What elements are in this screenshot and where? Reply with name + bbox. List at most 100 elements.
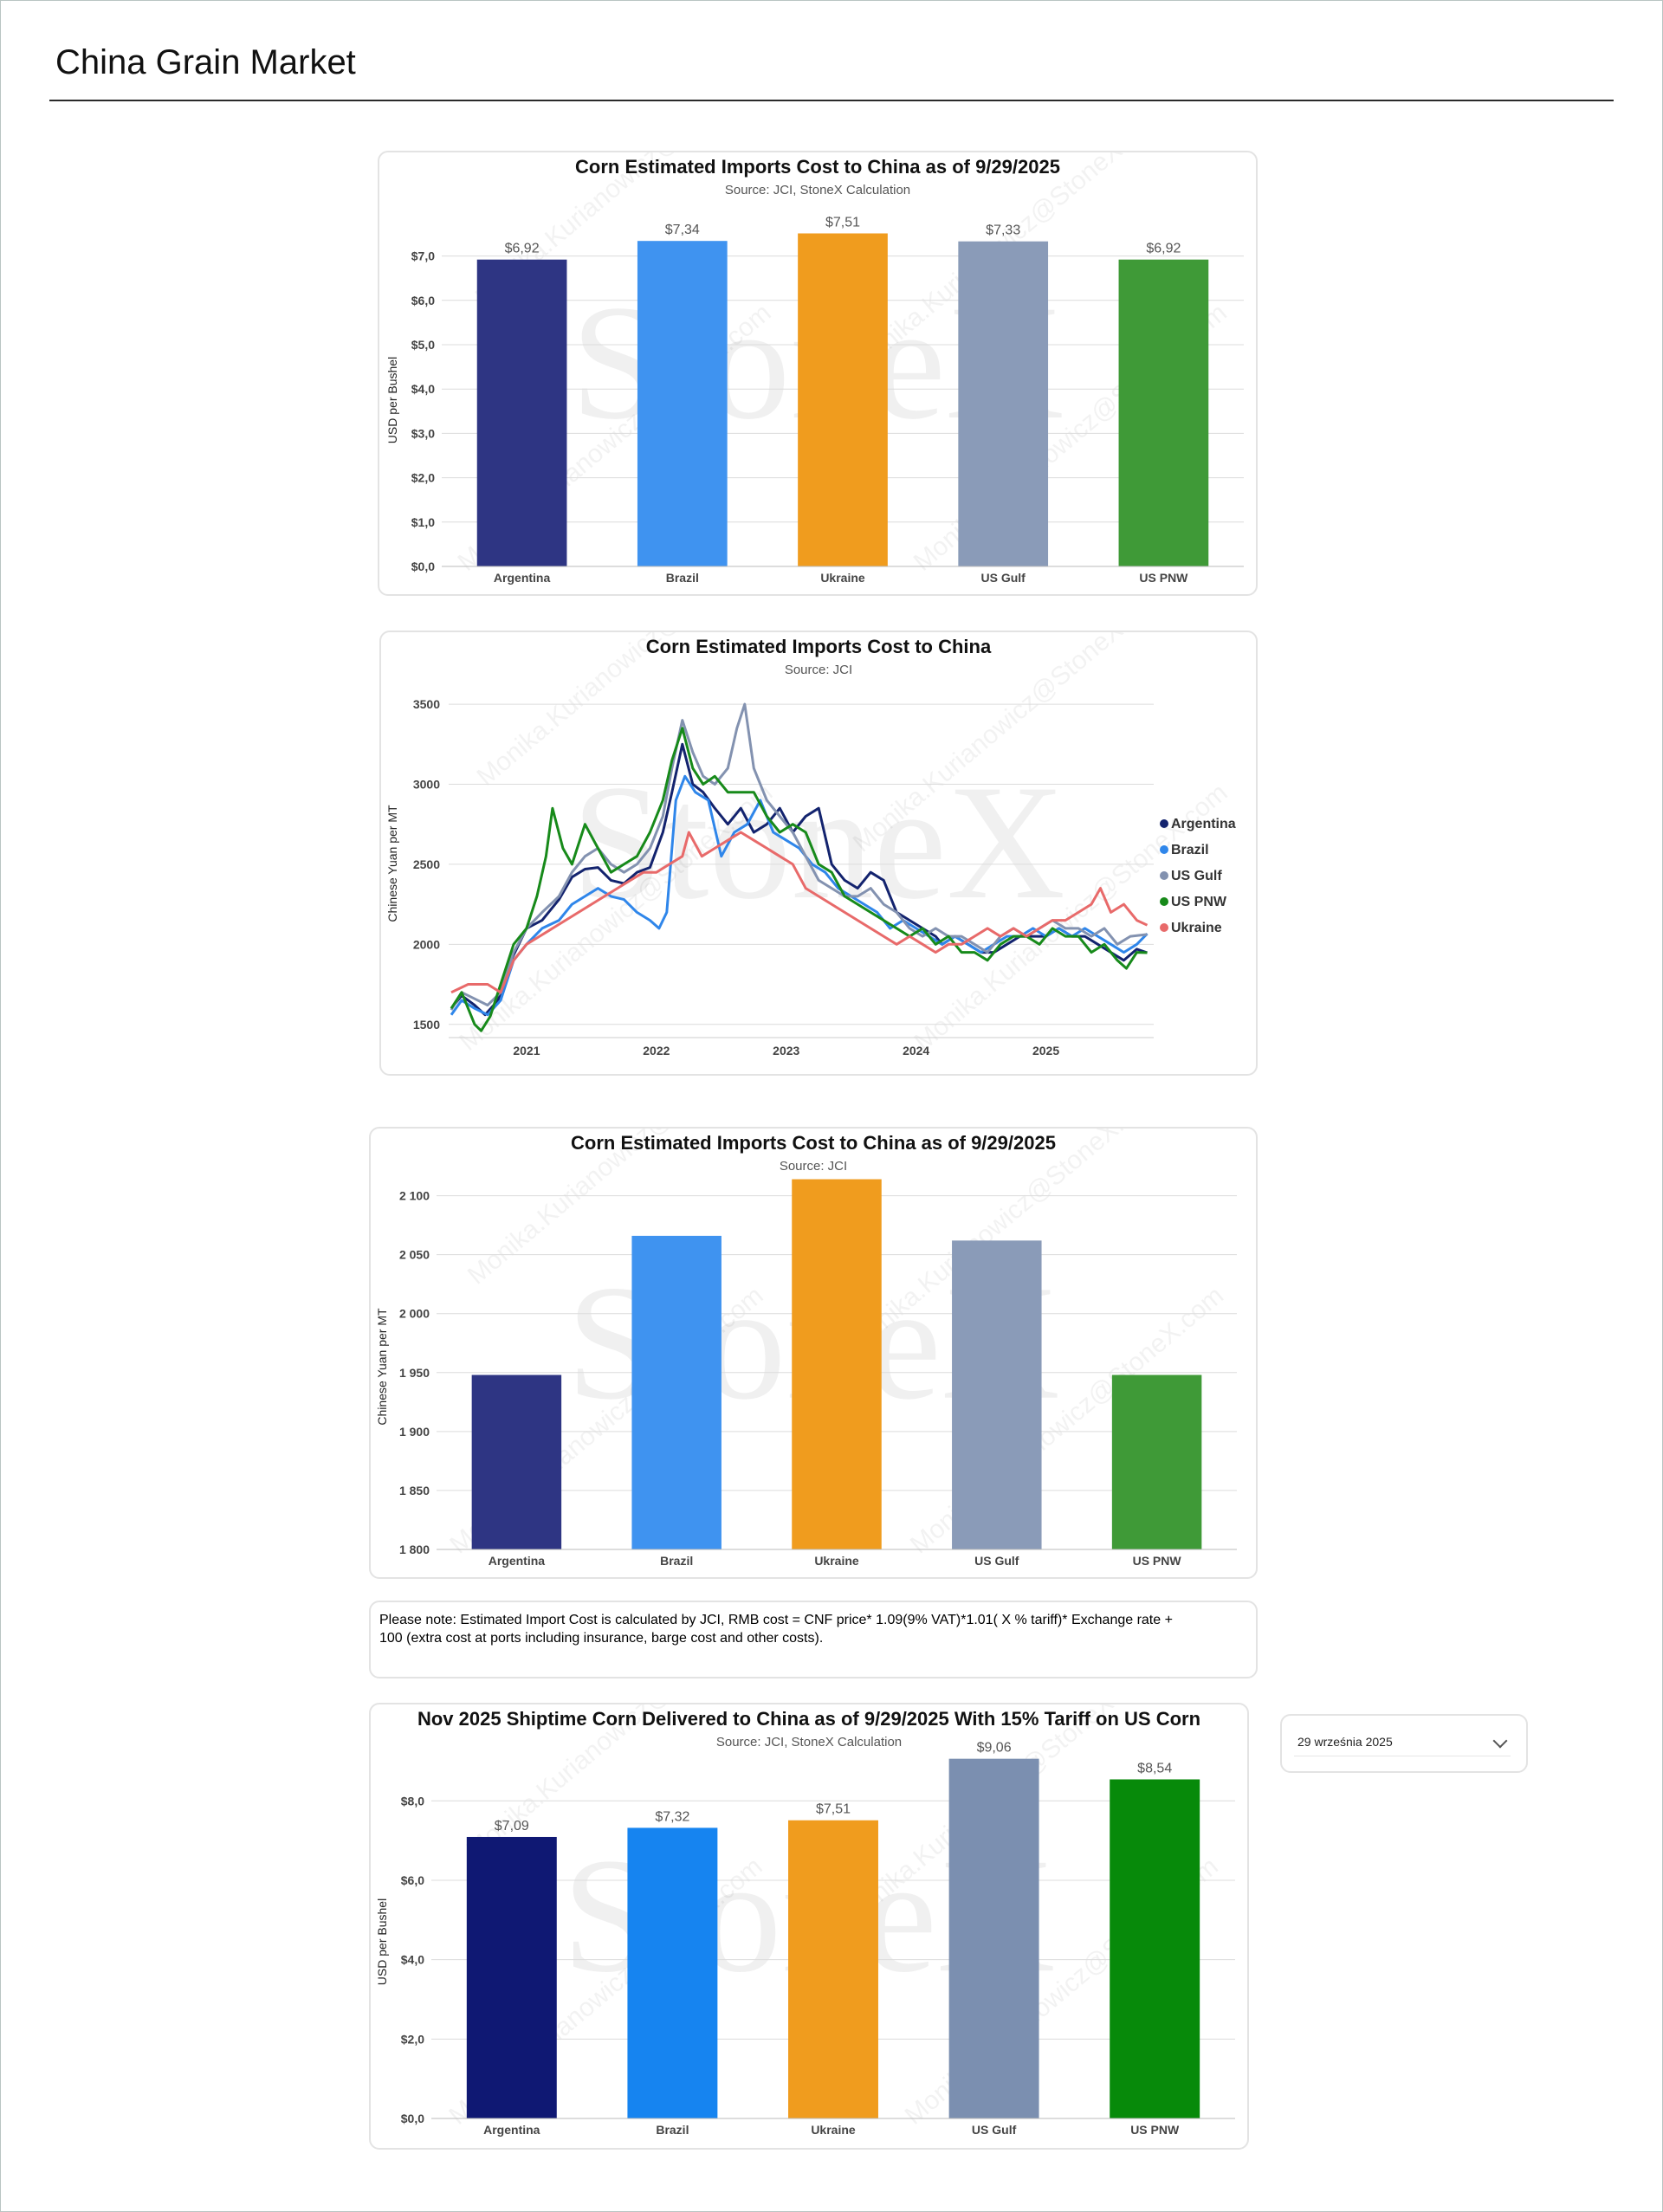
y-tick-label: $6,0 <box>401 1873 424 1887</box>
y-tick-label: 1500 <box>413 1018 440 1032</box>
x-tick-label: Argentina <box>494 571 551 585</box>
data-label: $7,09 <box>495 1819 529 1834</box>
y-tick-label: 2 100 <box>399 1189 430 1203</box>
y-tick-label: $2,0 <box>411 471 435 485</box>
chart-card-yuan-bar: StoneXMonika.Kurianowicz@StoneX.comMonik… <box>369 1127 1258 1579</box>
date-select[interactable]: 29 września 2025 <box>1294 1730 1511 1756</box>
x-tick-label: Brazil <box>660 1554 693 1568</box>
bar-ukraine <box>798 233 888 566</box>
y-tick-label: $0,0 <box>411 559 435 573</box>
x-tick-label: Argentina <box>483 2123 540 2137</box>
data-label: $6,92 <box>505 242 540 256</box>
y-axis-label: Chinese Yuan per MT <box>375 1308 389 1426</box>
chart-title: Corn Estimated Imports Cost to China as … <box>571 1132 1056 1154</box>
x-tick-label: 2023 <box>773 1044 799 1057</box>
bar-us-gulf <box>948 1758 1039 2118</box>
legend-label: US PNW <box>1171 895 1227 909</box>
chart-card-yuan-line: StoneX Monika.Kurianowicz@StoneX.com Monik… <box>379 631 1258 1076</box>
bar-brazil <box>631 1235 721 1549</box>
legend-label: Ukraine <box>1171 921 1222 935</box>
bar-argentina <box>476 259 567 566</box>
y-tick-label: 1 950 <box>399 1366 430 1380</box>
chart-card-tariff-bar: StoneXMonika.Kurianowicz@StoneX.comMonik… <box>369 1703 1249 2150</box>
legend-label: Brazil <box>1171 843 1209 857</box>
x-tick-label: Ukraine <box>811 2123 856 2137</box>
x-tick-label: 2021 <box>513 1044 540 1057</box>
data-label: $8,54 <box>1137 1762 1172 1776</box>
y-tick-label: 3500 <box>413 697 440 711</box>
y-tick-label: $7,0 <box>411 249 435 263</box>
y-axis-label: Chinese Yuan per MT <box>385 805 399 922</box>
bar-ukraine <box>792 1179 882 1549</box>
y-tick-label: 2500 <box>413 857 440 871</box>
y-tick-label: 1 850 <box>399 1484 430 1497</box>
bar-us-gulf <box>952 1240 1042 1549</box>
y-axis-label: USD per Bushel <box>375 1898 389 1985</box>
y-tick-label: 3000 <box>413 778 440 792</box>
date-picker[interactable]: 29 września 2025 <box>1280 1714 1528 1773</box>
x-tick-label: 2024 <box>903 1044 929 1057</box>
data-label: $7,34 <box>665 223 700 237</box>
chevron-down-icon <box>1492 1733 1508 1749</box>
legend-marker <box>1160 871 1168 880</box>
bar-argentina <box>471 1374 562 1549</box>
x-tick-label: US PNW <box>1133 1554 1182 1568</box>
data-label: $7,33 <box>986 223 1020 238</box>
y-axis-label: USD per Bushel <box>385 357 399 443</box>
chart-tariff-bar: StoneXMonika.Kurianowicz@StoneX.comMonik… <box>375 1704 1235 2137</box>
chart-subtitle: Source: JCI, StoneX Calculation <box>716 1735 902 1750</box>
y-tick-label: 2 050 <box>399 1248 430 1262</box>
bar-us-gulf <box>958 241 1049 566</box>
x-tick-label: US Gulf <box>981 571 1026 585</box>
x-tick-label: Ukraine <box>820 571 865 585</box>
series-line-brazil <box>450 774 1149 1017</box>
y-tick-label: $5,0 <box>411 338 435 352</box>
legend-label: Argentina <box>1171 817 1236 831</box>
series-line-argentina <box>450 742 1148 1017</box>
watermark-logo: StoneX <box>572 752 1065 934</box>
bar-us-pnw <box>1111 1374 1202 1549</box>
y-tick-label: $1,0 <box>411 515 435 529</box>
chart-subtitle: Source: JCI, StoneX Calculation <box>725 183 910 197</box>
x-tick-label: 2025 <box>1032 1044 1059 1057</box>
x-tick-label: Brazil <box>656 2123 689 2137</box>
bar-brazil <box>637 241 728 566</box>
data-label: $6,92 <box>1146 242 1181 256</box>
bar-us-pnw <box>1118 259 1209 566</box>
y-tick-label: 1 900 <box>399 1425 430 1439</box>
legend-marker <box>1160 897 1168 906</box>
bar-us-pnw <box>1110 1779 1200 2118</box>
y-tick-label: $4,0 <box>401 1953 424 1967</box>
title-divider <box>49 100 1614 101</box>
data-label: $7,51 <box>816 1802 851 1817</box>
x-tick-label: Ukraine <box>814 1554 859 1568</box>
x-tick-label: US PNW <box>1130 2123 1180 2137</box>
chart-title: Corn Estimated Imports Cost to China as … <box>575 156 1060 178</box>
y-tick-label: $0,0 <box>401 2112 424 2125</box>
legend-marker <box>1160 819 1168 828</box>
bar-brazil <box>627 1827 718 2118</box>
page-title: China Grain Market <box>55 43 356 81</box>
data-label: $7,51 <box>825 215 860 230</box>
x-tick-label: US Gulf <box>974 1554 1019 1568</box>
chart-usd-bar: StoneXMonika.Kurianowicz@StoneX.comMonik… <box>385 152 1244 585</box>
legend-marker <box>1160 923 1168 932</box>
x-tick-label: 2022 <box>643 1044 670 1057</box>
calculation-note-text: Please note: Estimated Import Cost is ca… <box>379 1613 1173 1646</box>
series-line-ukraine <box>450 831 1149 994</box>
chart-subtitle: Source: JCI <box>785 663 852 677</box>
chart-title: Nov 2025 Shiptime Corn Delivered to Chin… <box>417 1708 1200 1730</box>
y-tick-label: $6,0 <box>411 294 435 307</box>
y-tick-label: 1 800 <box>399 1543 430 1556</box>
y-tick-label: $8,0 <box>401 1794 424 1808</box>
data-label: $7,32 <box>655 1809 689 1824</box>
series-line-us-pnw <box>450 727 1148 1032</box>
calculation-note: Please note: Estimated Import Cost is ca… <box>369 1601 1258 1678</box>
x-tick-label: US Gulf <box>972 2123 1017 2137</box>
bar-argentina <box>466 1836 557 2118</box>
legend-marker <box>1160 845 1168 854</box>
y-tick-label: $4,0 <box>411 382 435 396</box>
legend-label: US Gulf <box>1171 869 1222 883</box>
y-tick-label: $2,0 <box>401 2032 424 2046</box>
